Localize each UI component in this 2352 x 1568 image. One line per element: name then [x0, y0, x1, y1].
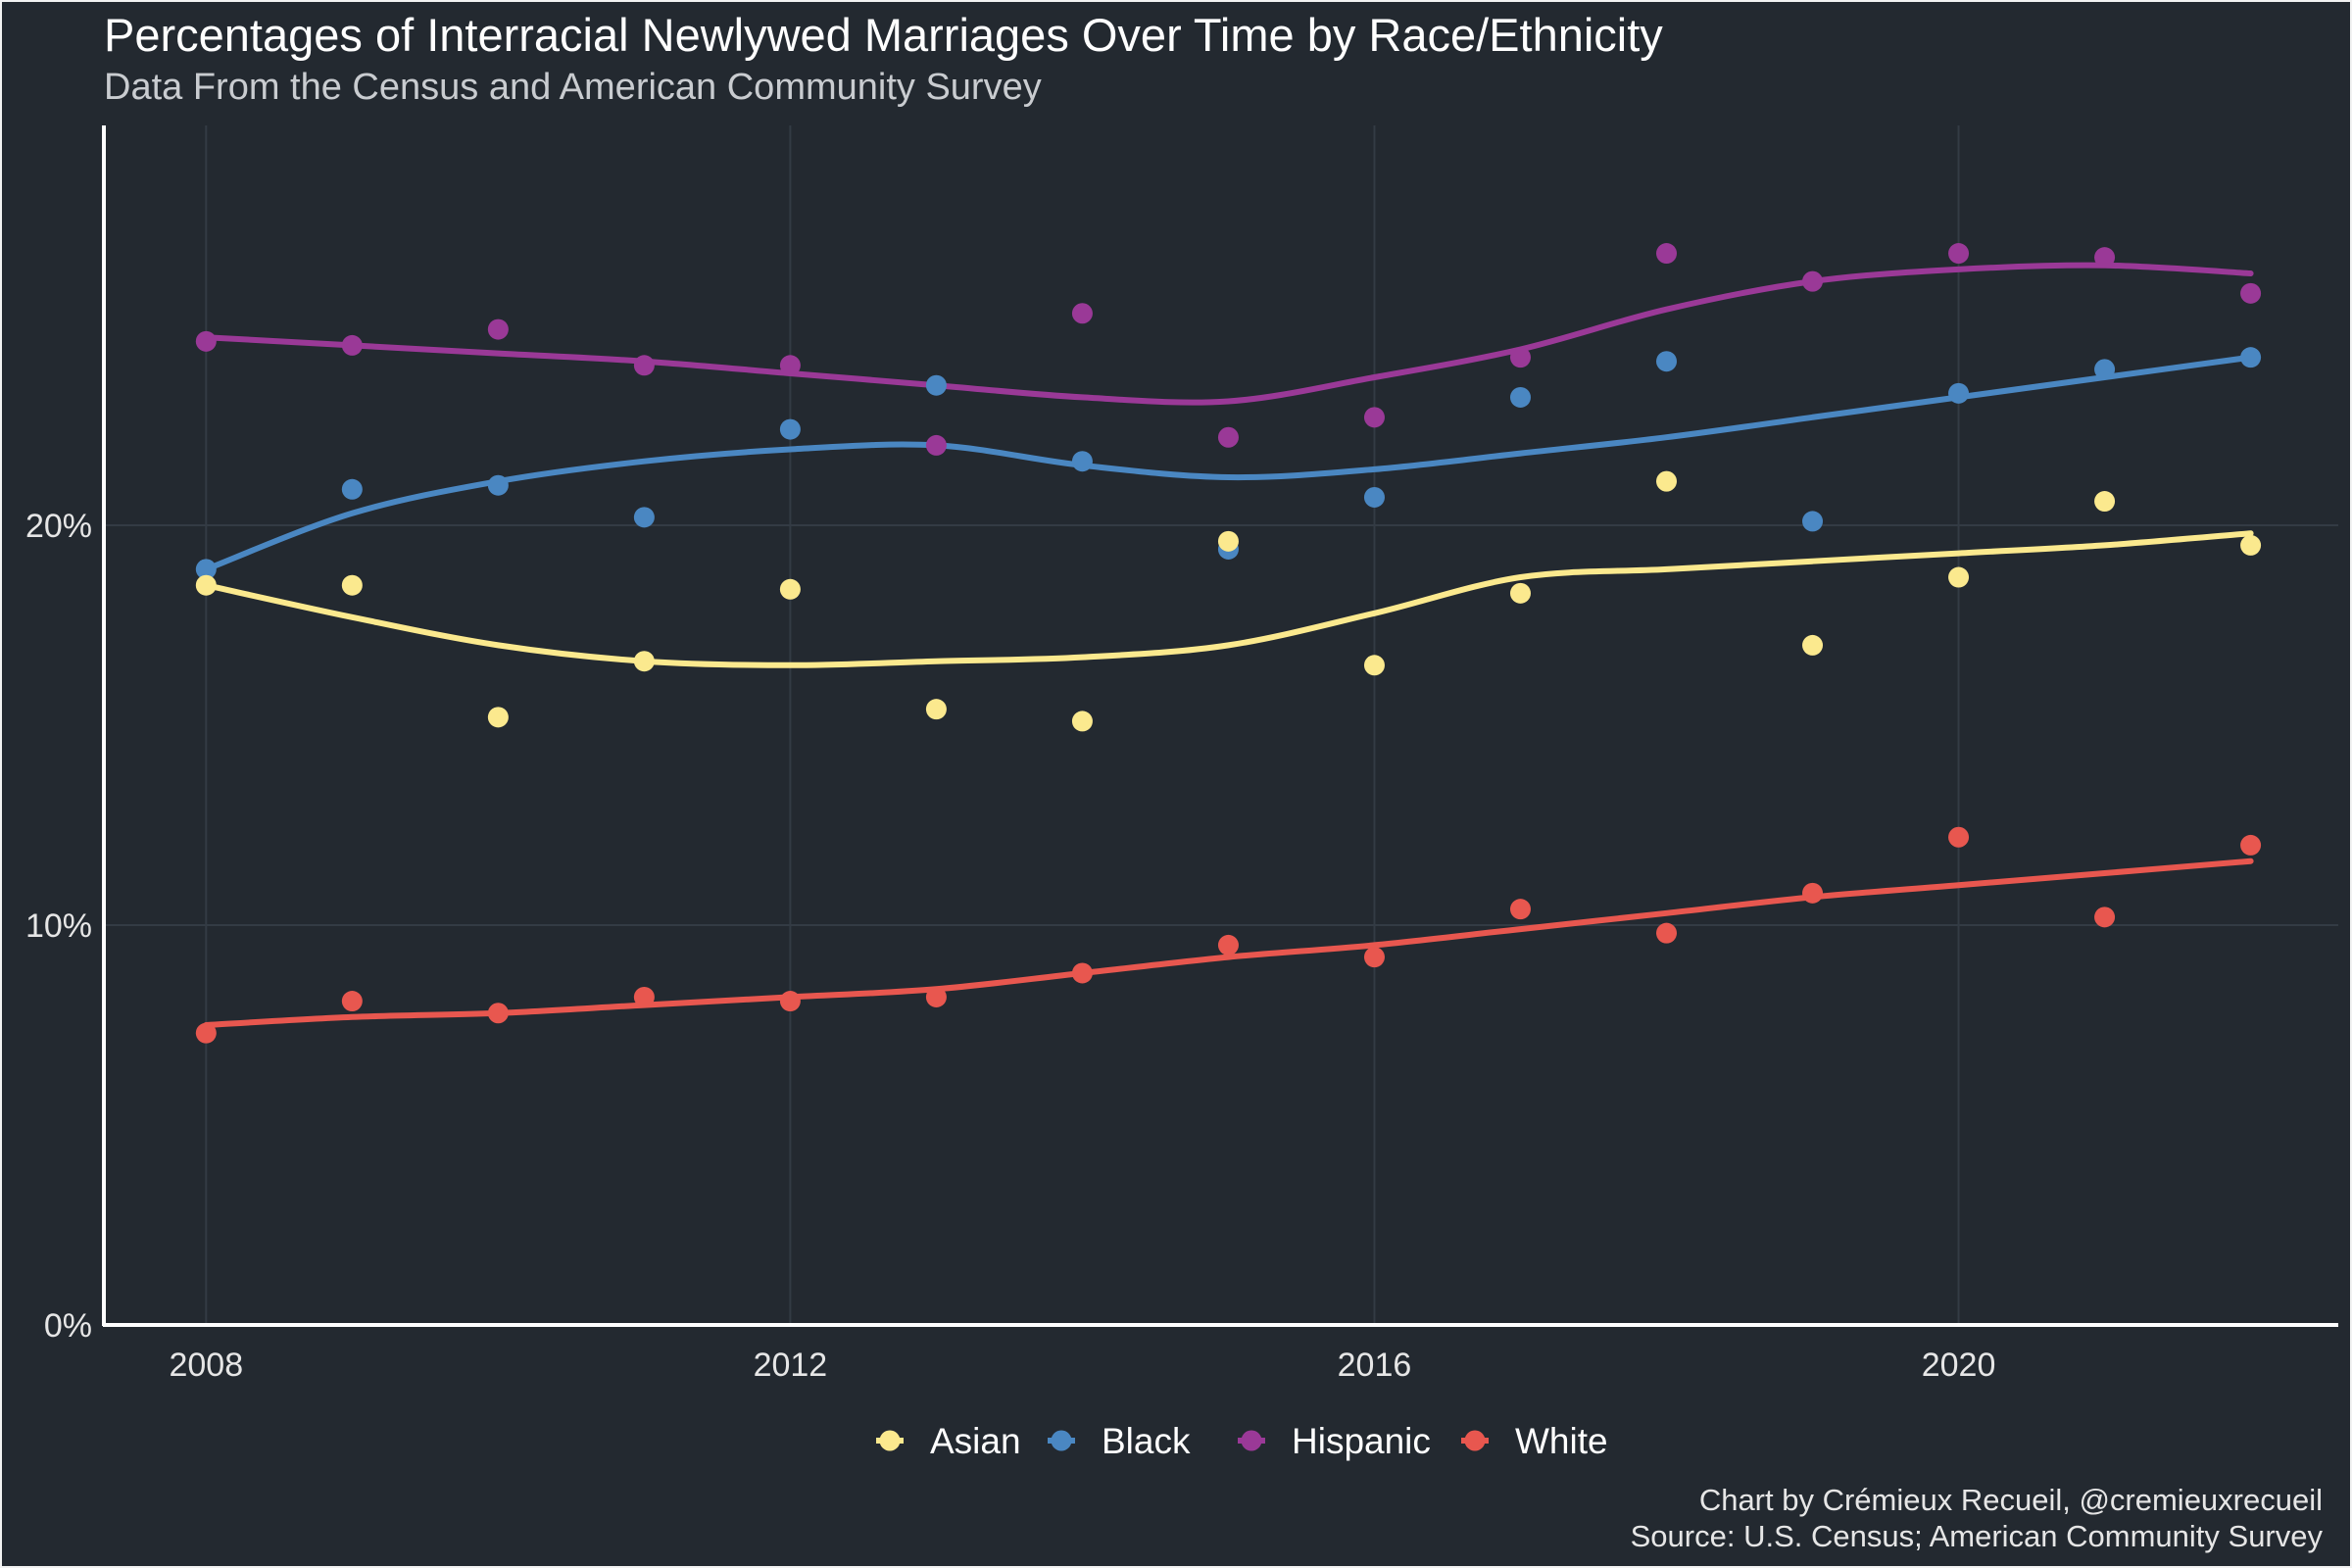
legend-label-white: White — [1515, 1421, 1608, 1461]
legend-label-asian: Asian — [930, 1421, 1021, 1461]
data-point-asian — [1363, 655, 1385, 676]
x-tick-label: 2008 — [169, 1347, 243, 1384]
data-point-asian — [779, 578, 801, 600]
legend-key-dot-white — [1464, 1430, 1486, 1451]
y-tick-label: 0% — [44, 1307, 92, 1345]
data-point-hispanic — [195, 330, 217, 352]
data-point-black — [1802, 511, 1824, 532]
data-point-asian — [2240, 534, 2262, 556]
data-point-white — [195, 1022, 217, 1044]
trend-line-black — [203, 354, 2254, 572]
data-point-black — [487, 474, 509, 496]
data-point-white — [341, 991, 363, 1012]
x-tick-label: 2020 — [1922, 1347, 1996, 1384]
data-point-hispanic — [1656, 243, 1678, 265]
data-point-hispanic — [2094, 247, 2116, 269]
data-point-asian — [1802, 634, 1824, 656]
data-point-white — [1217, 934, 1239, 956]
legend-label-black: Black — [1102, 1421, 1191, 1461]
data-point-hispanic — [1802, 270, 1824, 292]
legend-label-hispanic: Hispanic — [1292, 1421, 1431, 1461]
data-point-asian — [1656, 470, 1678, 492]
data-point-hispanic — [925, 434, 947, 456]
data-point-white — [1509, 899, 1531, 920]
data-point-black — [633, 507, 655, 528]
data-point-hispanic — [1363, 407, 1385, 428]
data-points — [195, 243, 2262, 1044]
data-point-white — [487, 1003, 509, 1024]
data-point-asian — [633, 651, 655, 672]
data-point-asian — [2094, 491, 2116, 513]
data-point-white — [2240, 834, 2262, 856]
data-point-asian — [925, 699, 947, 720]
trend-line-asian — [203, 530, 2254, 668]
grid-lines — [104, 125, 2338, 1325]
tick-labels: 2008 2012 2016 2020 0% 10% 20% — [25, 508, 1995, 1384]
data-point-white — [1948, 826, 1970, 848]
chart-title: Percentages of Interracial Newlywed Marr… — [104, 9, 1663, 61]
data-point-hispanic — [1509, 347, 1531, 368]
chart-subtitle: Data From the Census and American Commun… — [104, 67, 1042, 108]
y-tick-label: 10% — [25, 907, 92, 945]
data-point-black — [1363, 486, 1385, 508]
data-point-white — [1363, 947, 1385, 968]
legend-key-dot-black — [1051, 1430, 1072, 1451]
data-point-white — [1802, 882, 1824, 904]
data-point-hispanic — [2240, 282, 2262, 304]
y-tick-label: 20% — [25, 508, 92, 545]
data-point-asian — [1071, 710, 1093, 732]
data-point-black — [2094, 359, 2116, 380]
data-point-asian — [195, 574, 217, 596]
data-point-white — [1071, 962, 1093, 984]
trend-lines — [203, 262, 2254, 1028]
data-point-black — [1509, 386, 1531, 408]
data-point-black — [341, 478, 363, 500]
caption-credit: Chart by Crémieux Recueil, @cremieuxrecu… — [1698, 1483, 2323, 1517]
legend-key-dot-hispanic — [1241, 1430, 1262, 1451]
axes — [102, 125, 2338, 1327]
data-point-hispanic — [779, 355, 801, 376]
data-point-white — [2094, 906, 2116, 928]
data-point-asian — [487, 707, 509, 728]
data-point-hispanic — [1217, 426, 1239, 448]
data-point-asian — [1509, 582, 1531, 604]
x-tick-label: 2012 — [754, 1347, 828, 1384]
data-point-black — [925, 374, 947, 396]
data-point-asian — [341, 574, 363, 596]
data-point-white — [633, 986, 655, 1007]
x-tick-label: 2016 — [1338, 1347, 1412, 1384]
data-point-black — [1071, 451, 1093, 472]
trend-line-hispanic — [203, 262, 2254, 406]
data-point-black — [2240, 347, 2262, 368]
data-point-black — [1656, 351, 1678, 372]
data-point-black — [1948, 382, 1970, 404]
data-point-white — [779, 991, 801, 1012]
data-point-hispanic — [341, 334, 363, 356]
data-point-hispanic — [633, 355, 655, 376]
data-point-hispanic — [487, 318, 509, 340]
data-point-white — [1656, 922, 1678, 944]
data-point-hispanic — [1071, 303, 1093, 324]
data-point-white — [925, 986, 947, 1007]
data-point-asian — [1948, 566, 1970, 588]
data-point-black — [195, 559, 217, 580]
legend: Asian Black Hispanic White — [876, 1421, 1608, 1461]
data-point-black — [779, 418, 801, 440]
data-point-hispanic — [1948, 243, 1970, 265]
data-point-asian — [1217, 530, 1239, 552]
trend-line-white — [203, 858, 2254, 1028]
legend-key-dot-asian — [879, 1430, 901, 1451]
caption-source: Source: U.S. Census; American Community … — [1630, 1519, 2323, 1553]
